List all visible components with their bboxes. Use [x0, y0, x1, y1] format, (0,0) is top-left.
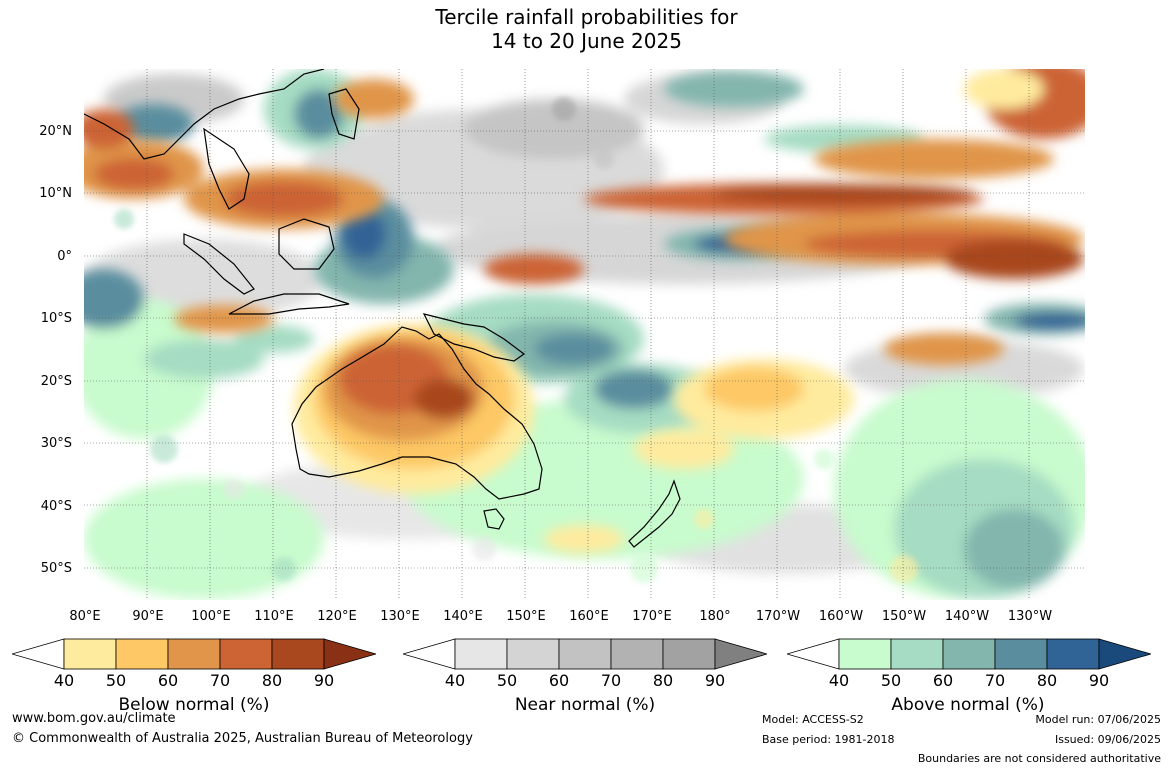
below-normal-swatches [12, 638, 376, 670]
colorbar-high-triangle [323, 638, 376, 670]
colorbar-tick: 60 [157, 671, 179, 690]
colorbar-tick: 70 [600, 671, 622, 690]
colorbar-swatch [219, 638, 273, 670]
lat-label: 20°S [40, 374, 72, 389]
lat-label: 50°S [40, 561, 72, 576]
new-zealand-coast [628, 479, 681, 548]
colorbar-swatch [994, 638, 1048, 670]
below-normal-regions [84, 69, 1085, 553]
philippines-coast [328, 88, 360, 140]
lon-label: 140°E [443, 609, 483, 624]
colorbar-swatch [454, 638, 508, 670]
colorbar-tick: 40 [444, 671, 466, 690]
colorbar-tick: 90 [1088, 671, 1110, 690]
colorbar-swatch [662, 638, 716, 670]
above-normal-colorbar [787, 638, 1151, 670]
colorbar-tick: 80 [1036, 671, 1058, 690]
tasmania-coast [483, 508, 505, 530]
indochina-coast [203, 127, 250, 210]
sumatra-coast [183, 233, 255, 295]
lat-label: 0° [57, 249, 72, 264]
copyright-text: © Commonwealth of Australia 2025, Austra… [12, 731, 473, 746]
colorbar-tick: 70 [984, 671, 1006, 690]
lat-label: 10°S [40, 311, 72, 326]
colorbar-tick: 50 [105, 671, 127, 690]
website-link[interactable]: www.bom.gov.au/climate [12, 711, 176, 726]
colorbar-high-triangle [1098, 638, 1151, 670]
lon-label: 110°E [254, 609, 294, 624]
colorbar-swatch [63, 638, 117, 670]
lon-label: 120°E [317, 609, 357, 624]
lon-label: 130°E [380, 609, 420, 624]
colorbar-tick: 60 [932, 671, 954, 690]
rainfall-probability-map [84, 69, 1085, 600]
below-normal-title: Below normal (%) [118, 695, 270, 715]
coastlines [84, 69, 681, 548]
colorbar-tick: 50 [880, 671, 902, 690]
colorbar-tick: 90 [313, 671, 335, 690]
colorbar-tick: 60 [548, 671, 570, 690]
borneo-coast [278, 218, 335, 270]
lon-label: 100°E [191, 609, 231, 624]
colorbar-swatch [558, 638, 612, 670]
above-normal-swatches [787, 638, 1151, 670]
model-name: Model: ACCESS-S2 [762, 713, 864, 726]
mainland-asia-coast [84, 69, 325, 160]
lon-label: 80°E [69, 609, 101, 624]
colorbar-high-triangle [714, 638, 767, 670]
colorbar-swatch [506, 638, 560, 670]
below-normal-colorbar [12, 638, 376, 670]
colorbar-swatch [167, 638, 221, 670]
lon-label: 130°W [1007, 609, 1053, 624]
colorbar-tick: 80 [261, 671, 283, 690]
near-normal-swatches [403, 638, 767, 670]
lon-label: 170°W [755, 609, 801, 624]
colorbar-swatch [890, 638, 944, 670]
colorbar-swatch [610, 638, 664, 670]
above-normal-title: Above normal (%) [891, 695, 1045, 715]
lat-label: 30°S [40, 436, 72, 451]
lon-label: 160°E [569, 609, 609, 624]
colorbar-swatch [838, 638, 892, 670]
title-line-1: Tercile rainfall probabilities for [435, 5, 738, 29]
java-coast [228, 293, 350, 315]
new-guinea-coast [422, 313, 526, 362]
map-title: Tercile rainfall probabilities for 14 to… [0, 5, 1173, 53]
lon-label: 160°W [818, 609, 864, 624]
colorbar-tick: 40 [53, 671, 75, 690]
colorbar-tick: 90 [704, 671, 726, 690]
lon-label: 170°E [632, 609, 672, 624]
title-line-2: 14 to 20 June 2025 [491, 29, 682, 53]
colorbar-low-triangle [787, 638, 840, 670]
colorbar-swatch [115, 638, 169, 670]
colorbar-tick: 50 [496, 671, 518, 690]
model-run-date: Model run: 07/06/2025 [1035, 713, 1161, 726]
colorbar-swatch [271, 638, 325, 670]
lat-label: 20°N [39, 124, 72, 139]
near-normal-title: Near normal (%) [514, 695, 656, 715]
colorbar-low-triangle [403, 638, 456, 670]
lon-label: 180° [699, 609, 731, 624]
colorbar-swatch [942, 638, 996, 670]
lon-label: 150°E [506, 609, 546, 624]
graticule [84, 69, 1085, 600]
colorbar-tick: 40 [828, 671, 850, 690]
australia-coast [291, 326, 543, 500]
colorbar-tick: 70 [209, 671, 231, 690]
lon-label: 140°W [944, 609, 990, 624]
lat-label: 10°N [39, 186, 72, 201]
colorbar-low-triangle [12, 638, 65, 670]
lon-label: 150°W [881, 609, 927, 624]
lon-label: 90°E [132, 609, 164, 624]
lat-label: 40°S [40, 499, 72, 514]
issued-date: Issued: 09/06/2025 [1054, 733, 1161, 746]
base-period: Base period: 1981-2018 [762, 733, 895, 746]
boundaries-disclaimer: Boundaries are not considered authoritat… [917, 752, 1161, 765]
colorbar-tick: 80 [652, 671, 674, 690]
colorbar-swatch [1046, 638, 1100, 670]
near-normal-colorbar [403, 638, 767, 670]
